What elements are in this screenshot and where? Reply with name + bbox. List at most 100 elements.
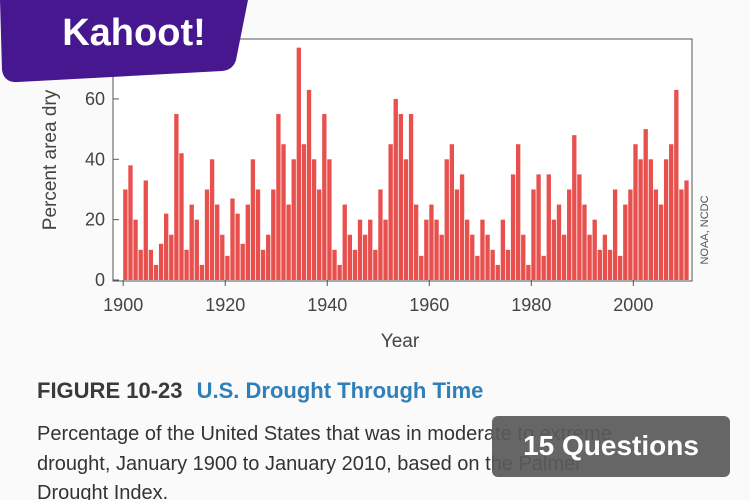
bar [255, 189, 261, 280]
bar [317, 189, 322, 280]
bar [342, 204, 347, 280]
bar [612, 189, 618, 280]
bar [424, 219, 429, 280]
bar [184, 249, 189, 280]
y-tick-label: 60 [85, 89, 105, 109]
y-tick-label: 0 [95, 270, 105, 290]
figure-number: FIGURE 10-23 [37, 378, 183, 403]
bar [158, 243, 164, 280]
bar [582, 204, 587, 280]
bar [531, 189, 536, 280]
x-tick-label: 1940 [307, 295, 347, 315]
bar [322, 114, 327, 280]
bar [189, 204, 194, 280]
caption-line: Drought Index. [37, 482, 168, 500]
bar [633, 144, 638, 280]
bar [638, 159, 643, 280]
bar [220, 234, 225, 280]
bar [204, 189, 210, 280]
bar [480, 219, 485, 280]
kahoot-logo: Kahoot! [62, 12, 206, 54]
bar [449, 144, 455, 280]
bar [383, 219, 388, 280]
bar [658, 204, 664, 280]
bar [475, 255, 480, 280]
bar [296, 47, 301, 281]
bar [495, 264, 500, 280]
bar [362, 234, 368, 280]
bar [454, 189, 460, 280]
bar [357, 219, 363, 280]
bar [653, 189, 659, 280]
bar [378, 189, 383, 280]
bar [215, 204, 220, 280]
source-note: NOAA, NCDC [699, 195, 711, 264]
bar [153, 264, 159, 280]
bar [388, 144, 393, 280]
bar [551, 219, 557, 280]
bar [260, 249, 266, 280]
bar [500, 219, 506, 280]
bar [623, 204, 628, 280]
bar [602, 234, 608, 280]
bar [286, 204, 291, 280]
bar [429, 204, 434, 280]
bar [123, 189, 128, 280]
bar [419, 255, 424, 280]
bar [250, 159, 256, 280]
bar [577, 174, 582, 280]
question-count-badge [492, 416, 730, 477]
bar [327, 159, 332, 280]
bar [306, 89, 312, 281]
x-axis-title: Year [381, 331, 420, 352]
bar [138, 249, 143, 280]
bar [240, 243, 245, 280]
bar [674, 89, 679, 281]
x-tick-label: 1920 [205, 295, 245, 315]
x-tick-label: 2000 [613, 295, 653, 315]
bar [225, 255, 230, 280]
bar [291, 159, 296, 280]
bar [271, 189, 276, 280]
bar [526, 264, 531, 280]
bar [164, 213, 169, 280]
bar [505, 249, 511, 280]
bar [434, 219, 439, 280]
bar [199, 264, 205, 280]
bar [281, 144, 286, 280]
bar [393, 98, 398, 280]
bar [230, 198, 235, 280]
bar [444, 159, 449, 280]
plot: 0 20 40 60 1900 1920 1940 1960 1980 2000 [85, 47, 689, 315]
bar [607, 249, 613, 280]
y-axis-title: Percent area dry [40, 89, 61, 230]
y-tick-label: 20 [85, 210, 105, 230]
bar [597, 249, 602, 280]
bar [403, 159, 409, 280]
question-count: 15 Questions [523, 430, 699, 461]
bar [587, 234, 592, 280]
bar [352, 249, 358, 280]
bar [235, 213, 240, 280]
bar [347, 234, 352, 280]
bar [592, 219, 597, 280]
bar [663, 159, 669, 280]
bar [169, 234, 174, 280]
bar [648, 159, 653, 280]
bar [546, 174, 551, 280]
bar [148, 249, 154, 280]
bar [516, 144, 521, 280]
bar [464, 219, 470, 280]
figure-caption-title: FIGURE 10-23 U.S. Drought Through Time [37, 378, 483, 403]
bar [470, 234, 475, 280]
bar [541, 255, 546, 280]
bar [556, 204, 562, 280]
bar [669, 144, 674, 280]
bar [521, 234, 526, 280]
bar [133, 219, 138, 280]
bar [684, 180, 689, 280]
kahoot-logo-bg [0, 0, 248, 83]
bar [398, 114, 404, 280]
